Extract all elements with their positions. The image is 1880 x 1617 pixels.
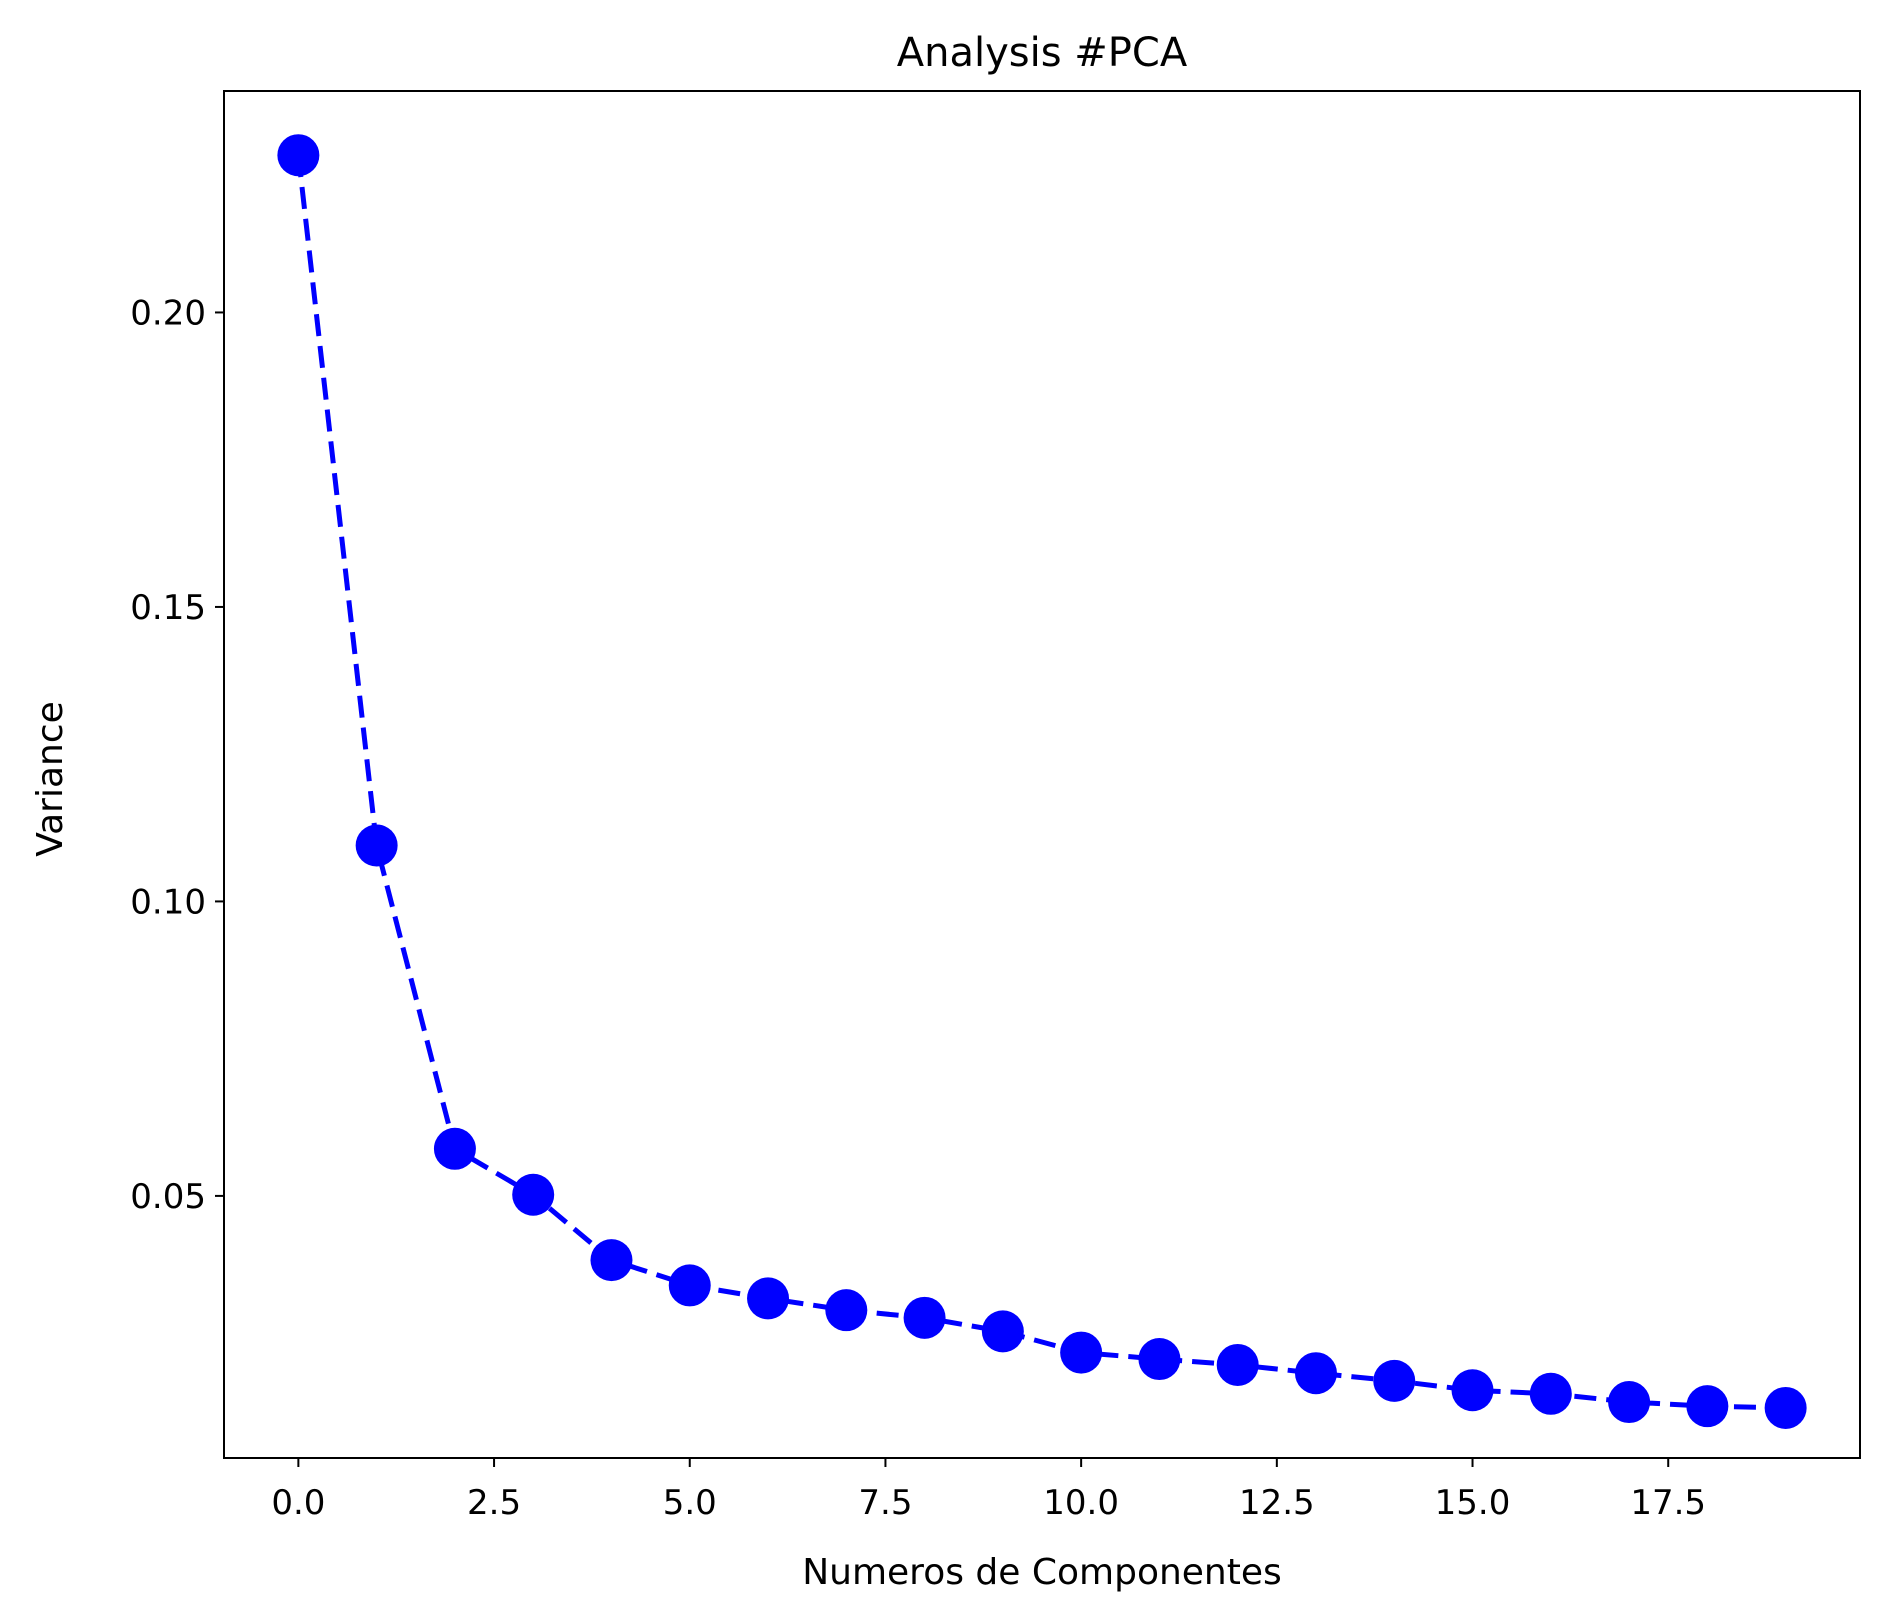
y-tick-label: 0.20 [130, 293, 206, 333]
x-tick-label: 15.0 [1435, 1483, 1511, 1523]
y-tick-label: 0.10 [130, 882, 206, 922]
x-tick-label: 12.5 [1239, 1483, 1315, 1523]
y-axis: 0.05 0.10 0.15 0.20 [130, 293, 224, 1217]
data-point [1138, 1338, 1181, 1381]
x-tick-label: 10.0 [1043, 1483, 1119, 1523]
x-tick-label: 5.0 [663, 1483, 717, 1523]
plot-frame [223, 90, 1861, 1459]
x-axis-label: Numeros de Componentes [802, 1552, 1282, 1593]
data-point [903, 1296, 946, 1339]
data-point [1060, 1331, 1103, 1374]
x-tick-label: 7.5 [858, 1483, 912, 1523]
data-point [825, 1289, 868, 1332]
y-tick-label: 0.05 [130, 1177, 206, 1217]
plot-area [277, 134, 1807, 1429]
x-tick-label: 0.0 [271, 1483, 325, 1523]
data-point [1216, 1343, 1259, 1386]
data-point [1608, 1381, 1651, 1424]
data-point [277, 134, 320, 177]
data-point [433, 1127, 476, 1170]
chart-title: Analysis #PCA [897, 30, 1188, 76]
data-point [981, 1310, 1024, 1353]
data-point [590, 1239, 633, 1282]
y-tick-label: 0.15 [130, 588, 206, 628]
data-point [747, 1277, 790, 1320]
x-tick-label: 17.5 [1630, 1483, 1706, 1523]
data-point [1294, 1352, 1337, 1395]
data-point [1373, 1359, 1416, 1402]
data-point [512, 1173, 555, 1216]
data-point [1686, 1385, 1729, 1428]
data-point [1451, 1369, 1494, 1412]
data-point [1529, 1372, 1572, 1415]
data-point [1764, 1386, 1807, 1429]
series-line [295, 154, 1786, 1411]
x-axis: 0.0 2.5 5.0 7.5 10.0 12.5 15.0 17.5 [271, 1458, 1706, 1523]
data-point [355, 824, 398, 867]
data-point [668, 1264, 711, 1307]
y-axis-label: Variance [30, 701, 71, 857]
x-tick-label: 2.5 [467, 1483, 521, 1523]
